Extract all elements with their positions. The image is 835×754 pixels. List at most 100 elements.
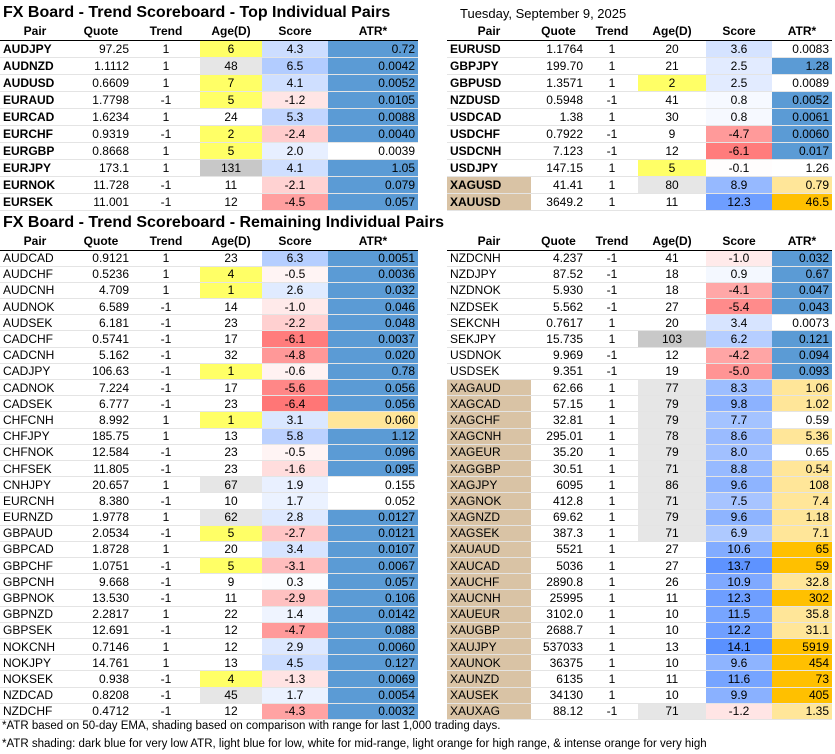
- trend: 1: [132, 282, 200, 300]
- pair: XAGNZD: [447, 509, 531, 526]
- age: 7: [200, 74, 262, 92]
- pair-row: XAGJPY 6095 1 86 9.6 108: [447, 476, 832, 494]
- age: 10: [638, 687, 706, 704]
- trend: -1: [132, 460, 200, 478]
- atr: 0.056: [328, 379, 418, 397]
- trend: 1: [132, 159, 200, 178]
- age: 19: [638, 363, 706, 381]
- atr: 0.0051: [328, 250, 418, 267]
- quote: 30.51: [531, 460, 586, 478]
- score: 0.9: [706, 266, 772, 283]
- quote: 14.761: [70, 654, 132, 672]
- pair: EURJPY: [0, 159, 70, 178]
- atr: 46.5: [772, 193, 832, 212]
- atr: 0.78: [328, 363, 418, 381]
- trend: 1: [132, 654, 200, 672]
- atr: 0.0127: [328, 509, 418, 526]
- score: 2.0: [262, 142, 328, 161]
- atr: 0.017: [772, 142, 832, 161]
- trend: 1: [586, 492, 638, 510]
- pair: EURNZD: [0, 509, 70, 526]
- pair: CADNOK: [0, 379, 70, 397]
- pair: XAGCAD: [447, 395, 531, 413]
- atr: 0.046: [328, 298, 418, 316]
- pair-row: XAGUSD 41.41 1 80 8.9 0.79: [447, 176, 832, 195]
- pair-row: XAGNOK 412.8 1 71 7.5 7.4: [447, 492, 832, 510]
- atr: 0.0089: [772, 74, 832, 92]
- age: 11: [638, 589, 706, 607]
- quote: 0.9121: [70, 250, 132, 267]
- score: -5.4: [706, 298, 772, 316]
- score: 0.3: [262, 573, 328, 591]
- age: 5: [200, 557, 262, 575]
- atr: 0.052: [328, 492, 418, 510]
- pair: EURSEK: [0, 193, 70, 212]
- pair-row: CADSEK 6.777 -1 23 -6.4 0.056: [0, 395, 418, 413]
- trend: -1: [586, 703, 638, 720]
- pair: NZDNOK: [447, 282, 531, 300]
- pair: XAGUSD: [447, 176, 531, 195]
- quote: 9.969: [531, 347, 586, 364]
- trend: 1: [132, 250, 200, 267]
- score: -1.0: [262, 298, 328, 316]
- column-header: Trend: [132, 233, 200, 251]
- atr: 1.05: [328, 159, 418, 178]
- trend: -1: [132, 314, 200, 332]
- score: 7.7: [706, 411, 772, 429]
- trend: -1: [586, 142, 638, 161]
- atr: 0.0107: [328, 541, 418, 559]
- pair-row: CHFCNH 8.992 1 1 3.1 0.060: [0, 411, 418, 429]
- age: 10: [638, 654, 706, 672]
- quote: 34130: [531, 687, 586, 704]
- trend: -1: [586, 266, 638, 283]
- trend: -1: [586, 298, 638, 316]
- quote: 6.589: [70, 298, 132, 316]
- pair-row: XAUNZD 6135 1 11 11.6 73: [447, 670, 832, 688]
- pair: CADJPY: [0, 363, 70, 381]
- trend: -1: [132, 557, 200, 575]
- column-header: Age(D): [638, 23, 706, 41]
- score: 2.6: [262, 282, 328, 300]
- atr: 0.094: [772, 347, 832, 364]
- score: 4.1: [262, 159, 328, 178]
- quote: 7.224: [70, 379, 132, 397]
- age: 13: [638, 638, 706, 656]
- atr: 0.0042: [328, 57, 418, 75]
- pair-row: NZDJPY 87.52 -1 18 0.9 0.67: [447, 266, 832, 283]
- trend: 1: [586, 687, 638, 704]
- score: -6.4: [262, 395, 328, 413]
- column-header: ATR*: [328, 23, 418, 41]
- atr: 454: [772, 654, 832, 672]
- score: -4.5: [262, 193, 328, 212]
- pair: USDNOK: [447, 347, 531, 364]
- pair: AUDCAD: [0, 250, 70, 267]
- quote: 1.3571: [531, 74, 586, 92]
- quote: 6095: [531, 476, 586, 494]
- trend: 1: [132, 476, 200, 494]
- pair-row: XAGSEK 387.3 1 71 6.9 7.1: [447, 525, 832, 542]
- pair-row: GBPCAD 1.8728 1 20 3.4 0.0107: [0, 541, 418, 559]
- quote: 62.66: [531, 379, 586, 397]
- pair-row: AUDCAD 0.9121 1 23 6.3 0.0051: [0, 250, 418, 267]
- trend: 1: [586, 557, 638, 575]
- age: 1: [200, 363, 262, 381]
- quote: 2.0534: [70, 525, 132, 542]
- column-header: Trend: [132, 23, 200, 41]
- column-header: Quote: [70, 23, 132, 41]
- quote: 199.70: [531, 57, 586, 75]
- trend: -1: [132, 492, 200, 510]
- trend: 1: [586, 176, 638, 195]
- age: 11: [200, 176, 262, 195]
- atr: 73: [772, 670, 832, 688]
- header-row: Pair Quote Trend Age(D) Score ATR*: [447, 233, 832, 251]
- pair: XAGGBP: [447, 460, 531, 478]
- trend: -1: [132, 444, 200, 461]
- pair: XAUNZD: [447, 670, 531, 688]
- quote: 1.8728: [70, 541, 132, 559]
- trend: 1: [586, 314, 638, 332]
- atr: 0.0032: [328, 703, 418, 720]
- atr: 1.02: [772, 395, 832, 413]
- score: -4.3: [262, 703, 328, 720]
- pair: XAGNOK: [447, 492, 531, 510]
- score: -1.0: [706, 250, 772, 267]
